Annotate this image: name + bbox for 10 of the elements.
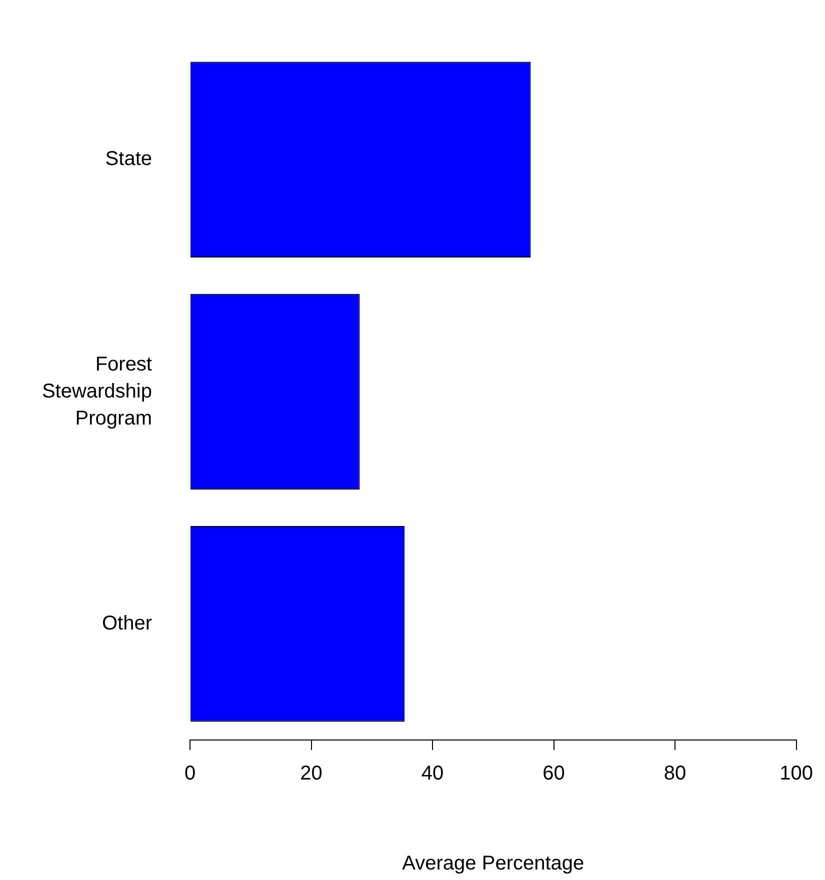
x-tick-label: 40 — [421, 762, 444, 785]
x-tick-label: 100 — [780, 762, 814, 785]
x-tick-label: 20 — [300, 762, 322, 785]
x-tick-label: 80 — [664, 762, 686, 785]
x-tick-label: 60 — [542, 762, 565, 785]
x-tick-label: 0 — [184, 762, 196, 785]
x-axis-title: Average Percentage — [402, 852, 584, 875]
y-tick-label: Forest Stewardship Program — [42, 353, 152, 430]
y-tick-label: Other — [102, 612, 152, 634]
y-tick-label: State — [105, 148, 152, 170]
